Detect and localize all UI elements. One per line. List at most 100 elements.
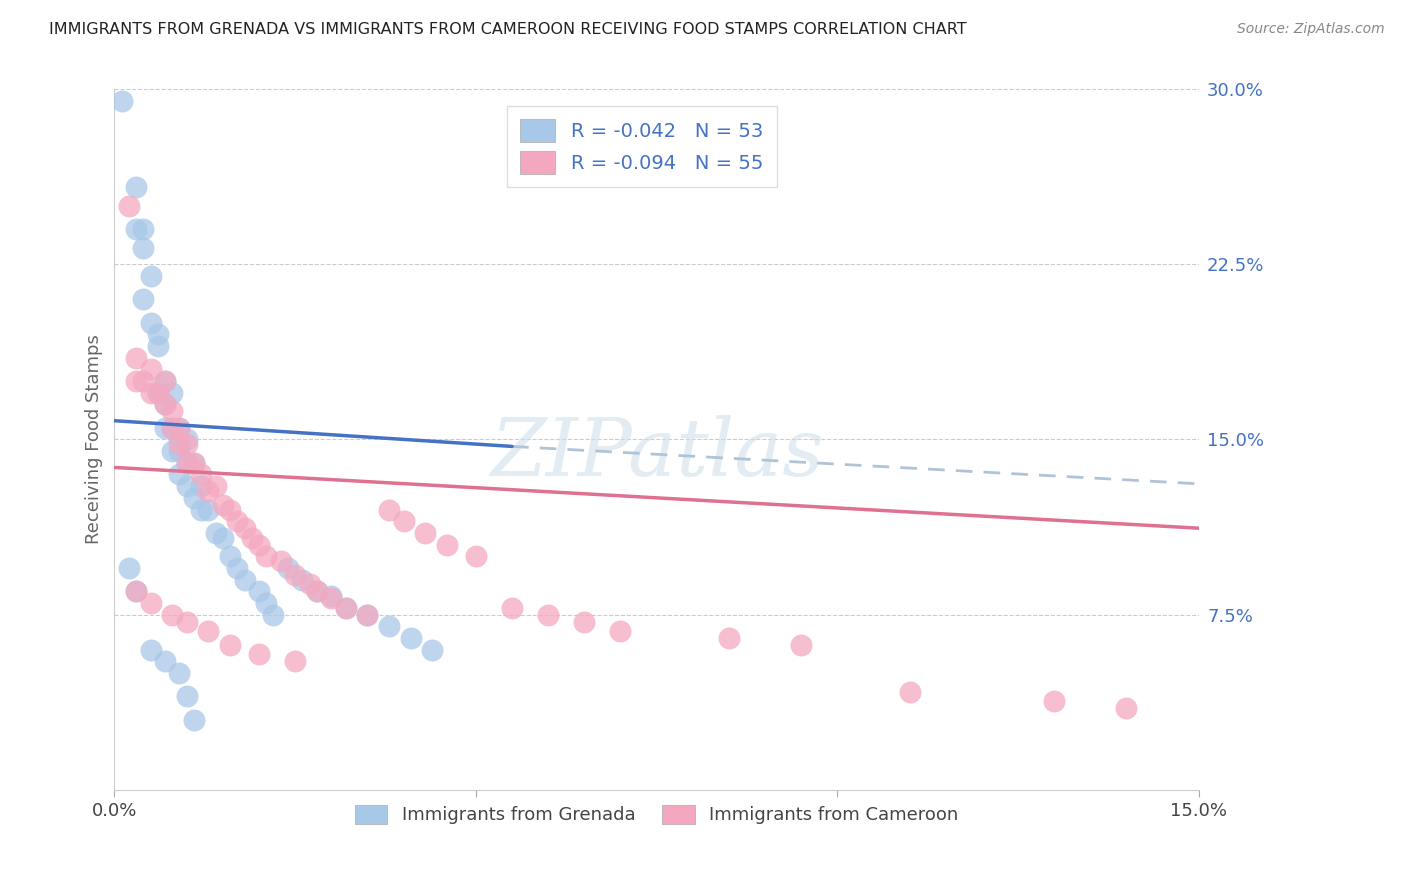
Point bbox=[790, 638, 813, 652]
Point bbox=[153, 397, 176, 411]
Point bbox=[169, 421, 191, 435]
Point bbox=[717, 631, 740, 645]
Point bbox=[183, 491, 205, 505]
Text: Source: ZipAtlas.com: Source: ZipAtlas.com bbox=[1237, 22, 1385, 37]
Point bbox=[240, 531, 263, 545]
Legend: Immigrants from Grenada, Immigrants from Cameroon: Immigrants from Grenada, Immigrants from… bbox=[346, 796, 967, 833]
Point bbox=[247, 537, 270, 551]
Point bbox=[176, 437, 198, 451]
Point bbox=[125, 374, 148, 388]
Point bbox=[190, 467, 212, 482]
Point bbox=[413, 525, 436, 540]
Point bbox=[356, 607, 378, 622]
Point bbox=[146, 327, 169, 342]
Point bbox=[153, 397, 176, 411]
Point bbox=[219, 549, 242, 564]
Point bbox=[125, 222, 148, 236]
Point bbox=[1115, 701, 1137, 715]
Point bbox=[197, 624, 219, 638]
Point bbox=[537, 607, 560, 622]
Point bbox=[609, 624, 631, 638]
Point bbox=[125, 351, 148, 365]
Point bbox=[284, 568, 307, 582]
Point bbox=[277, 561, 299, 575]
Point bbox=[378, 619, 401, 633]
Point bbox=[392, 514, 415, 528]
Point bbox=[305, 584, 328, 599]
Point bbox=[197, 483, 219, 498]
Point bbox=[190, 479, 212, 493]
Point bbox=[284, 654, 307, 668]
Point bbox=[132, 292, 155, 306]
Point bbox=[233, 521, 256, 535]
Point bbox=[335, 600, 357, 615]
Point bbox=[321, 589, 343, 603]
Point bbox=[247, 648, 270, 662]
Point bbox=[356, 607, 378, 622]
Point bbox=[176, 433, 198, 447]
Point bbox=[176, 615, 198, 629]
Point bbox=[1043, 694, 1066, 708]
Point bbox=[464, 549, 486, 564]
Point bbox=[169, 444, 191, 458]
Point bbox=[146, 385, 169, 400]
Point bbox=[139, 596, 162, 610]
Point bbox=[254, 549, 277, 564]
Point bbox=[211, 531, 233, 545]
Point bbox=[176, 456, 198, 470]
Point bbox=[146, 339, 169, 353]
Point bbox=[125, 180, 148, 194]
Point bbox=[111, 94, 134, 108]
Point bbox=[399, 631, 422, 645]
Point bbox=[183, 713, 205, 727]
Point bbox=[247, 584, 270, 599]
Point bbox=[183, 456, 205, 470]
Text: ZIPatlas: ZIPatlas bbox=[489, 415, 824, 492]
Text: IMMIGRANTS FROM GRENADA VS IMMIGRANTS FROM CAMEROON RECEIVING FOOD STAMPS CORREL: IMMIGRANTS FROM GRENADA VS IMMIGRANTS FR… bbox=[49, 22, 967, 37]
Point bbox=[219, 638, 242, 652]
Point bbox=[139, 362, 162, 376]
Point bbox=[125, 584, 148, 599]
Point bbox=[139, 642, 162, 657]
Point bbox=[321, 591, 343, 606]
Point bbox=[270, 554, 292, 568]
Point bbox=[233, 573, 256, 587]
Point bbox=[226, 561, 249, 575]
Point bbox=[204, 525, 226, 540]
Point bbox=[190, 502, 212, 516]
Point bbox=[169, 433, 191, 447]
Point bbox=[176, 479, 198, 493]
Point bbox=[162, 444, 184, 458]
Point bbox=[197, 502, 219, 516]
Point bbox=[132, 222, 155, 236]
Point bbox=[378, 502, 401, 516]
Point bbox=[183, 456, 205, 470]
Point bbox=[574, 615, 596, 629]
Point bbox=[146, 385, 169, 400]
Point bbox=[176, 690, 198, 704]
Point bbox=[169, 467, 191, 482]
Point bbox=[436, 537, 458, 551]
Point bbox=[132, 374, 155, 388]
Point bbox=[422, 642, 444, 657]
Point bbox=[211, 498, 233, 512]
Point bbox=[226, 514, 249, 528]
Point bbox=[162, 607, 184, 622]
Point bbox=[169, 437, 191, 451]
Point bbox=[153, 374, 176, 388]
Point bbox=[139, 268, 162, 283]
Point bbox=[139, 316, 162, 330]
Point bbox=[153, 374, 176, 388]
Y-axis label: Receiving Food Stamps: Receiving Food Stamps bbox=[86, 334, 103, 544]
Point bbox=[162, 404, 184, 418]
Point bbox=[176, 456, 198, 470]
Point bbox=[204, 479, 226, 493]
Point bbox=[219, 502, 242, 516]
Point bbox=[305, 584, 328, 599]
Point bbox=[169, 666, 191, 681]
Point bbox=[139, 385, 162, 400]
Point bbox=[162, 385, 184, 400]
Point bbox=[335, 600, 357, 615]
Point bbox=[298, 577, 321, 591]
Point bbox=[162, 421, 184, 435]
